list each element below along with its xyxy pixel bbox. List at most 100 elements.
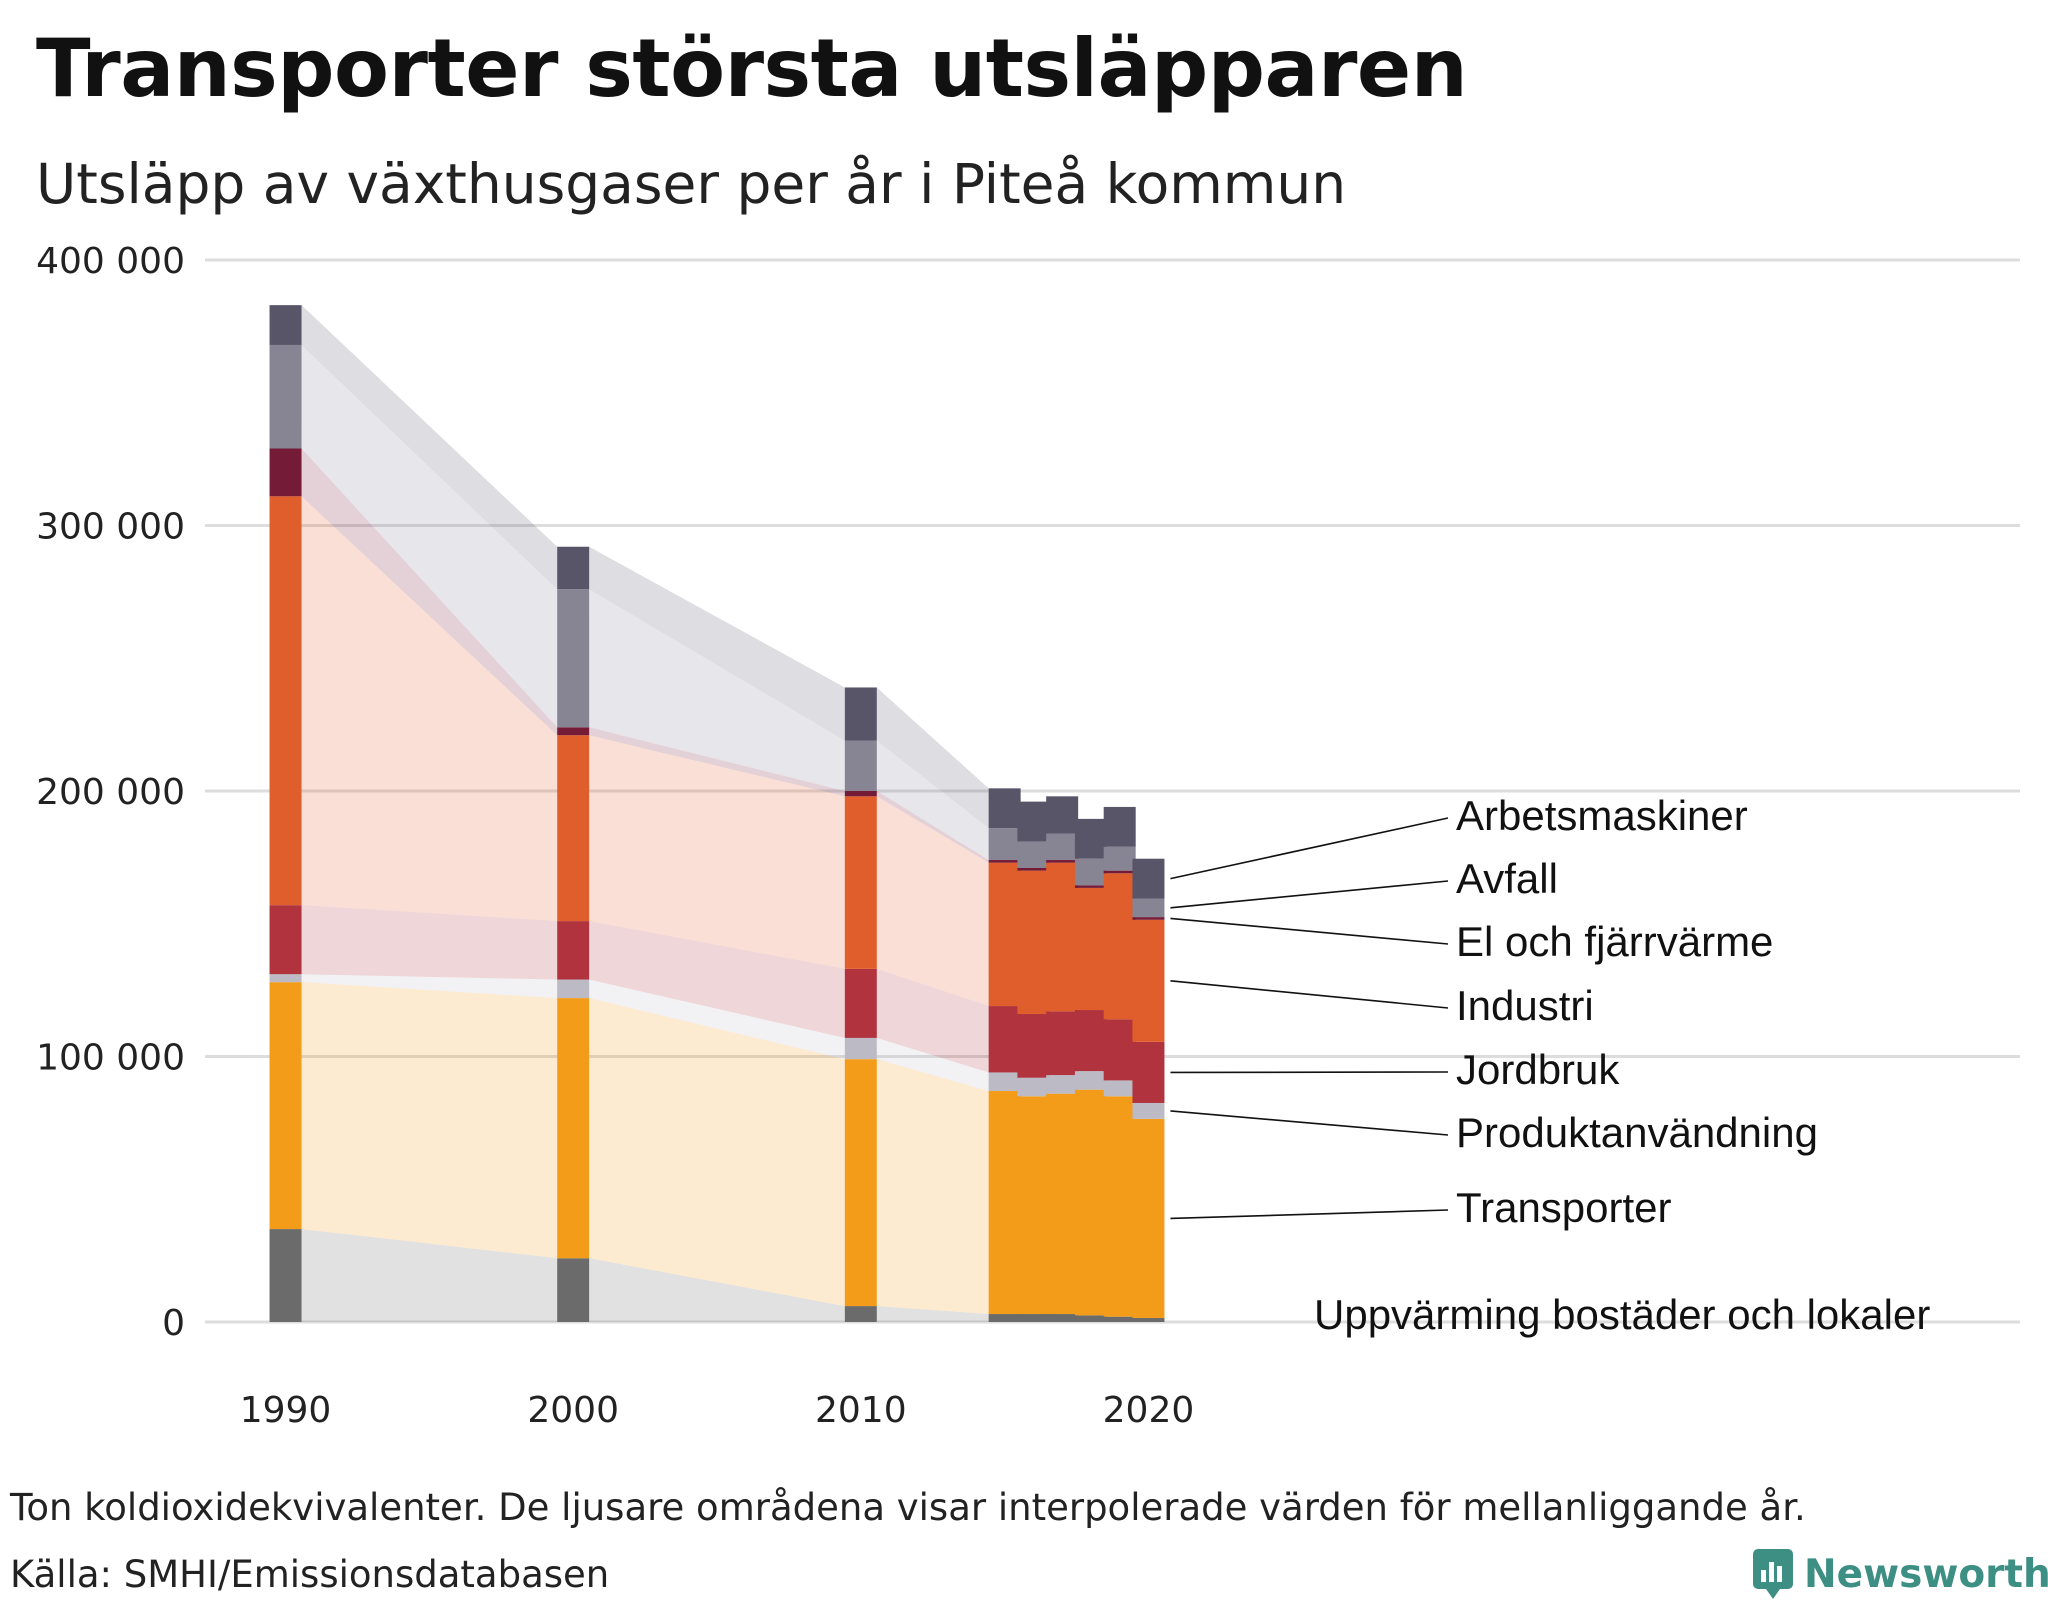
bar-segment bbox=[988, 860, 1021, 863]
chart-note: Ton koldioxidekvivalenter. De ljusare om… bbox=[10, 1486, 1806, 1529]
bar-segment bbox=[557, 1258, 590, 1322]
bar-segment bbox=[988, 1072, 1021, 1092]
bar-segment bbox=[1017, 867, 1050, 871]
bar-segment bbox=[1132, 1118, 1165, 1319]
bar-segment bbox=[269, 974, 302, 983]
bar-segment bbox=[988, 1091, 1021, 1315]
series-label: Industri bbox=[1456, 982, 1594, 1029]
bar-segment bbox=[1103, 846, 1136, 871]
interpolated-area bbox=[876, 968, 989, 1073]
bar-segment bbox=[1046, 1011, 1079, 1076]
y-tick-label: 300 000 bbox=[36, 507, 185, 548]
bar-segment bbox=[557, 998, 590, 1259]
interpolated-area bbox=[589, 589, 845, 791]
bar-segment bbox=[1046, 796, 1079, 834]
interpolated-area bbox=[589, 727, 845, 797]
bar-segment bbox=[1132, 1318, 1165, 1322]
bar-segment bbox=[1046, 1093, 1079, 1315]
bar-segment bbox=[1103, 1096, 1136, 1317]
bar-segment bbox=[1103, 1080, 1136, 1097]
series-label: Avfall bbox=[1456, 855, 1558, 902]
series-label: Arbetsmaskiner bbox=[1456, 792, 1748, 839]
bar-segment bbox=[1046, 1075, 1079, 1094]
bar-segment bbox=[1046, 860, 1079, 863]
interpolated-area bbox=[589, 735, 845, 969]
y-tick-label: 100 000 bbox=[36, 1038, 185, 1079]
bar-segment bbox=[1132, 1041, 1165, 1103]
bar-segment bbox=[269, 982, 302, 1230]
bar-segment bbox=[1046, 833, 1079, 861]
bar-segment bbox=[1074, 887, 1107, 1011]
brand-name: Newsworthy bbox=[1804, 1551, 2048, 1597]
bar-segment bbox=[1074, 1010, 1107, 1072]
bar-segment bbox=[1103, 873, 1136, 1020]
chart-title: Transporter största utsläpparen bbox=[36, 22, 1468, 115]
interpolated-area bbox=[589, 1258, 845, 1322]
bar-segment bbox=[1017, 801, 1050, 842]
bar-segment bbox=[1132, 858, 1165, 899]
newsworthy-logo: Newsworthy bbox=[1752, 1548, 2048, 1600]
interpolated-areas bbox=[301, 305, 989, 1322]
bar-segment bbox=[557, 735, 590, 922]
newsworthy-logo-icon bbox=[1753, 1549, 1793, 1599]
leader-line bbox=[1170, 1209, 1449, 1220]
leader-line bbox=[1170, 817, 1449, 880]
bar-segment bbox=[1046, 862, 1079, 1012]
bar-segment bbox=[269, 305, 302, 345]
interpolated-area bbox=[301, 305, 558, 590]
source-note: Källa: SMHI/Emissionsdatabasen bbox=[10, 1553, 610, 1596]
interpolated-area bbox=[301, 344, 558, 728]
x-tick-label: 2010 bbox=[815, 1390, 907, 1431]
bar-segment bbox=[1074, 1315, 1107, 1322]
leader-line bbox=[1170, 917, 1449, 945]
y-axis: 0 100 000 200 000 300 000 400 000 bbox=[36, 241, 185, 1344]
interpolated-area bbox=[876, 791, 989, 863]
series-label: Transporter bbox=[1456, 1184, 1672, 1231]
interpolated-area bbox=[876, 687, 989, 829]
interpolated-area bbox=[301, 905, 558, 980]
interpolated-area bbox=[876, 1306, 989, 1322]
bar-segment bbox=[1074, 858, 1107, 886]
bar-segment bbox=[988, 788, 1021, 829]
bar-segment bbox=[1017, 841, 1050, 868]
bar-segment bbox=[557, 546, 590, 590]
series-label: Jordbruk bbox=[1456, 1046, 1620, 1093]
interpolated-area bbox=[876, 740, 989, 861]
bar-segment bbox=[1132, 919, 1165, 1042]
bar-segment bbox=[988, 862, 1021, 1007]
bar-segment bbox=[988, 1006, 1021, 1073]
series-label: Produktanvändning bbox=[1456, 1109, 1818, 1156]
bar-segment bbox=[269, 344, 302, 449]
interpolated-area bbox=[876, 796, 989, 1007]
bar-segment bbox=[988, 828, 1021, 861]
bar-segment bbox=[1017, 1096, 1050, 1315]
bar-segment bbox=[844, 791, 877, 797]
leader-line bbox=[1170, 1110, 1449, 1136]
series-label: Uppvärming bostäder och lokaler bbox=[1314, 1291, 1930, 1338]
bar-segment bbox=[1017, 1314, 1050, 1322]
bar-segment bbox=[1103, 806, 1136, 847]
bar-segment bbox=[269, 1229, 302, 1322]
x-axis: 1990 2000 2010 2020 bbox=[240, 1390, 1195, 1431]
leader-line bbox=[1170, 980, 1449, 1009]
bar-segment bbox=[844, 1306, 877, 1322]
interpolated-area bbox=[301, 496, 558, 922]
interpolated-area bbox=[876, 1059, 989, 1315]
leader-line bbox=[1170, 880, 1449, 909]
direct-labels: Arbetsmaskiner Avfall El och fjärrvärme Ind… bbox=[1170, 792, 1930, 1338]
interpolated-area bbox=[301, 448, 558, 736]
interpolated-area bbox=[589, 546, 845, 741]
series-label: El och fjärrvärme bbox=[1456, 918, 1773, 965]
y-tick-label: 400 000 bbox=[36, 241, 185, 282]
y-tick-label: 200 000 bbox=[36, 772, 185, 813]
bar-segment bbox=[1132, 898, 1165, 918]
bar-segment bbox=[1074, 1089, 1107, 1316]
bar-segment bbox=[269, 905, 302, 975]
interpolated-area bbox=[876, 1037, 989, 1092]
interpolated-area bbox=[589, 998, 845, 1307]
interpolated-area bbox=[301, 982, 558, 1259]
interpolated-area bbox=[301, 1229, 558, 1322]
bar-segment bbox=[557, 921, 590, 980]
stacked-bar-chart: 0 100 000 200 000 300 000 400 000 1990 2000 20… bbox=[36, 241, 2020, 1431]
bar-segment bbox=[1074, 1071, 1107, 1090]
